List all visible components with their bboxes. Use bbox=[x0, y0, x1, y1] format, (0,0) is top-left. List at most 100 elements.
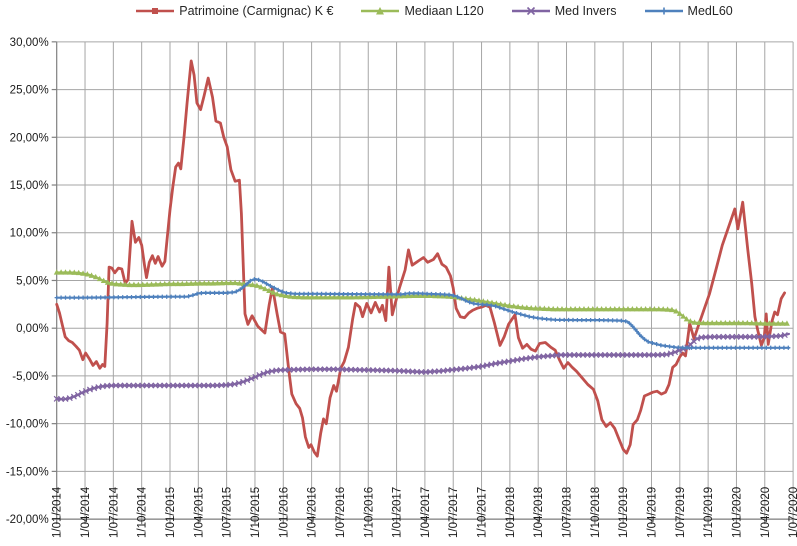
x-marker bbox=[715, 333, 722, 340]
plus-marker bbox=[194, 291, 200, 296]
triangle-marker bbox=[757, 320, 764, 326]
triangle-marker bbox=[519, 304, 526, 310]
x-marker bbox=[121, 382, 128, 389]
y-axis-label: -5,00% bbox=[12, 371, 48, 383]
triangle-marker bbox=[62, 269, 69, 275]
x-marker bbox=[178, 382, 185, 389]
plus-marker bbox=[376, 292, 381, 297]
plus-marker bbox=[297, 291, 302, 296]
plus-marker bbox=[424, 291, 430, 296]
x-marker bbox=[729, 333, 736, 340]
plus-marker bbox=[570, 317, 576, 323]
plus-marker bbox=[442, 292, 447, 297]
triangle-marker bbox=[223, 279, 230, 286]
plus-marker bbox=[385, 292, 390, 297]
x-axis-label: 1/10/2019 bbox=[703, 487, 715, 538]
plus-marker bbox=[759, 345, 765, 350]
x-axis-label: 1/10/2018 bbox=[590, 487, 602, 538]
plus-marker bbox=[642, 337, 647, 342]
x-marker bbox=[601, 351, 609, 358]
triangle-marker bbox=[633, 306, 640, 312]
plus-marker bbox=[420, 291, 425, 296]
triangle-marker bbox=[139, 281, 146, 288]
triangle-marker bbox=[515, 303, 521, 310]
plus-marker bbox=[345, 291, 351, 297]
plus-marker bbox=[711, 345, 716, 350]
triangle-marker bbox=[537, 305, 543, 311]
x-marker bbox=[628, 351, 635, 358]
x-axis-label: 1/04/2016 bbox=[307, 487, 319, 538]
triangle-marker bbox=[550, 305, 557, 312]
triangle-marker bbox=[348, 294, 355, 300]
triangle-marker bbox=[576, 306, 583, 312]
triangle-marker bbox=[270, 289, 276, 295]
triangle-marker bbox=[258, 283, 264, 290]
triangle-marker bbox=[210, 280, 216, 286]
plus-marker bbox=[394, 292, 399, 297]
triangle-marker bbox=[528, 304, 535, 311]
plus-marker bbox=[438, 292, 443, 297]
triangle-marker bbox=[696, 319, 702, 326]
plus-marker bbox=[354, 292, 359, 297]
triangle-marker bbox=[489, 299, 495, 306]
x-axis-label: 1/04/2018 bbox=[533, 487, 545, 538]
triangle-marker bbox=[497, 301, 504, 307]
triangle-marker bbox=[278, 291, 285, 298]
plus-marker bbox=[627, 321, 632, 326]
plus-marker bbox=[315, 291, 320, 296]
plus-marker bbox=[182, 294, 187, 299]
triangle-marker bbox=[392, 293, 399, 299]
triangle-marker bbox=[683, 316, 690, 322]
triangle-marker bbox=[344, 294, 351, 300]
triangle-marker bbox=[567, 306, 574, 312]
legend-swatch-square-icon bbox=[136, 8, 175, 14]
x-axis-label: 1/10/2015 bbox=[250, 487, 262, 538]
triangle-marker bbox=[713, 319, 720, 326]
plus-marker bbox=[111, 295, 116, 300]
triangle-marker bbox=[357, 293, 364, 300]
triangle-marker bbox=[620, 306, 627, 312]
plus-marker bbox=[212, 290, 217, 295]
triangle-marker bbox=[638, 306, 645, 312]
plus-marker bbox=[781, 345, 787, 350]
triangle-marker bbox=[166, 280, 173, 287]
plus-marker bbox=[272, 285, 277, 290]
triangle-marker bbox=[326, 294, 333, 300]
triangle-marker bbox=[523, 304, 530, 310]
x-marker bbox=[615, 351, 622, 358]
x-marker bbox=[235, 379, 242, 387]
triangle-marker bbox=[75, 269, 82, 276]
x-marker bbox=[593, 351, 600, 358]
plus-marker bbox=[455, 294, 460, 299]
x-marker bbox=[326, 366, 333, 373]
x-marker bbox=[252, 373, 259, 380]
plus-marker bbox=[216, 290, 222, 295]
x-axis-label: 1/04/2015 bbox=[193, 487, 205, 538]
x-marker bbox=[312, 366, 319, 373]
x-marker bbox=[134, 382, 141, 389]
triangle-marker bbox=[144, 281, 151, 287]
plus-marker bbox=[372, 292, 377, 297]
x-marker bbox=[645, 351, 653, 358]
triangle-marker bbox=[753, 320, 760, 326]
triangle-marker bbox=[655, 306, 662, 312]
plus-marker bbox=[367, 292, 373, 297]
x-axis-label: 1/01/2016 bbox=[278, 487, 290, 538]
plus-marker bbox=[98, 295, 103, 300]
plus-marker bbox=[54, 295, 59, 300]
plus-marker bbox=[80, 295, 86, 300]
triangle-marker bbox=[388, 293, 395, 299]
triangle-marker bbox=[92, 273, 99, 280]
triangle-marker bbox=[405, 292, 412, 299]
x-marker bbox=[260, 370, 267, 377]
y-axis-label: -15,00% bbox=[6, 466, 49, 478]
triangle-marker bbox=[175, 280, 181, 287]
triangle-marker bbox=[331, 294, 338, 300]
y-axis-label: 0,00% bbox=[16, 323, 49, 335]
x-marker bbox=[165, 382, 172, 389]
y-axis-label: -20,00% bbox=[6, 514, 49, 526]
plus-marker bbox=[429, 291, 434, 297]
plus-marker bbox=[323, 291, 329, 297]
plus-marker bbox=[667, 344, 672, 349]
plus-marker bbox=[540, 316, 545, 321]
